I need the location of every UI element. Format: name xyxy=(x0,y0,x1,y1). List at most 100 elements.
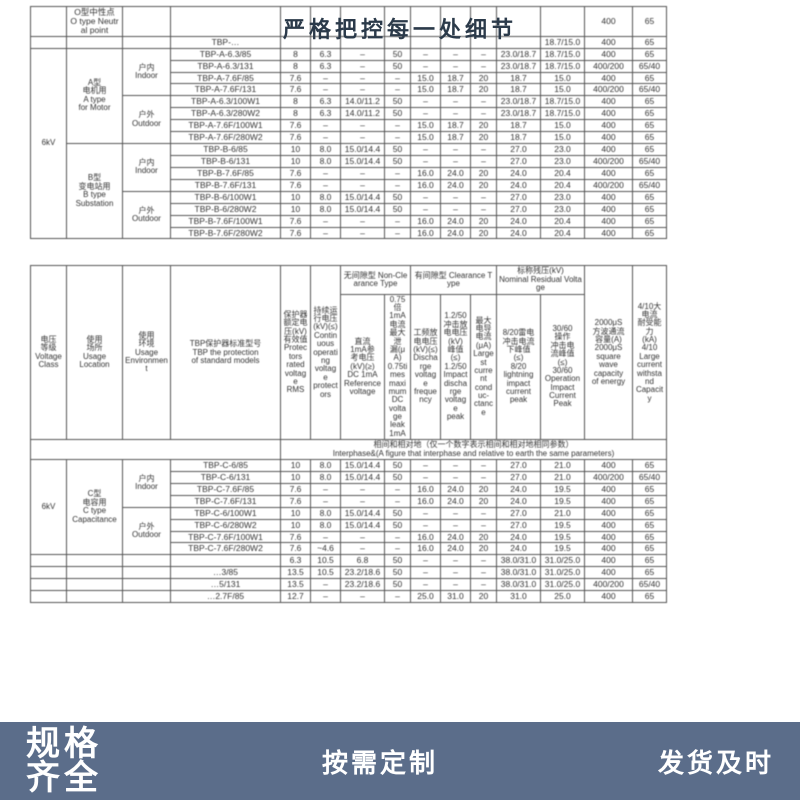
cell xyxy=(67,579,123,591)
cell: 50 xyxy=(385,519,411,531)
cell: 65 xyxy=(633,531,667,543)
cell: 7.6 xyxy=(281,132,311,144)
cell: 15.0/14.4 xyxy=(341,191,385,203)
cell: 65/40 xyxy=(633,471,667,483)
cell: TBP-A-7.6F/280W2 xyxy=(171,132,281,144)
table-row: 6kVA型 电机用 A type for Motor户内 IndoorTBP-A… xyxy=(31,48,667,60)
cell: – xyxy=(441,507,471,519)
cell: 7.6 xyxy=(281,120,311,132)
cell: – xyxy=(341,531,385,543)
cell: 400 xyxy=(585,191,633,203)
cell: – xyxy=(311,531,341,543)
cell: 24.0 xyxy=(441,543,471,555)
cell: 户外 Outdoor xyxy=(123,191,171,239)
cell: 工频放 电电压 (kV)(≤) Discharge voltage freque… xyxy=(411,294,441,440)
cell: 18.7/15.0 xyxy=(541,48,585,60)
cell: TBP-C-6/100W1 xyxy=(171,507,281,519)
cell: 20 xyxy=(471,167,497,179)
cell: 1.2/50 冲击放 电电压 (kV) 峰值(≤) 1.2/50 Impact … xyxy=(441,294,471,440)
cell: 8.0 xyxy=(311,519,341,531)
cell: 23.0 xyxy=(541,144,585,156)
cell: 24.0 xyxy=(497,543,541,555)
cell: 使用 场所 Usage Location xyxy=(67,266,123,440)
cell: – xyxy=(471,579,497,591)
cell: 50 xyxy=(385,460,411,472)
cell: – xyxy=(441,96,471,108)
cell: 20.4 xyxy=(541,179,585,191)
table-row: 相间和相对地（仅一个数字表示相间和相对地相同参数） Interphase&(A … xyxy=(31,440,667,460)
cell: 31.0 xyxy=(497,591,541,603)
cell: 直流 1mA参 考电压 (kV)(≥) DC 1mA Reference vol… xyxy=(341,294,385,440)
cell: – xyxy=(471,555,497,567)
cell: 户内 Indoor xyxy=(123,460,171,508)
cell: – xyxy=(341,60,385,72)
cell: – xyxy=(385,591,411,603)
cell: 25.0 xyxy=(541,591,585,603)
cell: – xyxy=(441,567,471,579)
cell: 20 xyxy=(471,543,497,555)
cell: 50 xyxy=(385,144,411,156)
cell: – xyxy=(441,48,471,60)
cell: 24.0 xyxy=(441,215,471,227)
cell: 400 xyxy=(585,227,633,239)
cell: – xyxy=(411,579,441,591)
table-row: 6kVC型 电容用 C type Capacitance户内 IndoorTBP… xyxy=(31,460,667,472)
cell: 15.0/14.4 xyxy=(341,507,385,519)
cell: 65 xyxy=(633,96,667,108)
cell: 23.0/18.7 xyxy=(497,108,541,120)
cell: – xyxy=(471,507,497,519)
cell: 18.7 xyxy=(497,84,541,96)
cell: – xyxy=(341,215,385,227)
cell: – xyxy=(311,132,341,144)
cell: 无间隙型 Non-Clearance Type xyxy=(341,266,411,294)
cell: 50 xyxy=(385,96,411,108)
cell: 10 xyxy=(281,519,311,531)
cell: 电压 等级 Voltage Class xyxy=(31,266,67,440)
cell: 65 xyxy=(633,555,667,567)
cell: – xyxy=(411,48,441,60)
cell: 24.0 xyxy=(497,531,541,543)
cell: 标称残压(kV) Nominal Residual Voltage xyxy=(497,266,585,294)
cell: TBP-B-7.6F/131 xyxy=(171,179,281,191)
cell: 7.6 xyxy=(281,543,311,555)
cell: – xyxy=(411,60,441,72)
table-row: 电压 等级 Voltage Class使用 场所 Usage Location使… xyxy=(31,266,667,294)
cell: – xyxy=(441,108,471,120)
cell: – xyxy=(441,144,471,156)
cell: 400 xyxy=(585,203,633,215)
cell xyxy=(67,567,123,579)
cell: TBP-A-7.6F/100W1 xyxy=(171,120,281,132)
cell: 10 xyxy=(281,203,311,215)
cell: – xyxy=(341,84,385,96)
cell: TBP-C-6/280W2 xyxy=(171,519,281,531)
cell: – xyxy=(311,167,341,179)
cell: 18.7 xyxy=(441,72,471,84)
cell: 6kV xyxy=(31,48,67,239)
cell: – xyxy=(341,179,385,191)
cell: 20 xyxy=(471,227,497,239)
cell: 10 xyxy=(281,460,311,472)
cell: 24.0 xyxy=(497,167,541,179)
cell: 15.0 xyxy=(411,132,441,144)
cell: – xyxy=(385,227,411,239)
footer-left: 规格 齐全 xyxy=(26,727,102,795)
cell: 19.5 xyxy=(541,543,585,555)
cell: 18.7 xyxy=(441,120,471,132)
cell: – xyxy=(311,591,341,603)
cell: 400/200 xyxy=(585,84,633,96)
cell xyxy=(123,591,171,603)
cell: 15.0/14.4 xyxy=(341,471,385,483)
cell: 400 xyxy=(585,48,633,60)
cell: 15.0 xyxy=(411,120,441,132)
cell: – xyxy=(471,519,497,531)
cell: 400 xyxy=(585,96,633,108)
cell: 8.0 xyxy=(311,471,341,483)
cell: – xyxy=(471,48,497,60)
cell: 15.0 xyxy=(541,132,585,144)
cell: 400 xyxy=(585,215,633,227)
cell: 15.0/14.4 xyxy=(341,519,385,531)
cell: 10.5 xyxy=(311,567,341,579)
cell: 38.0/31.0 xyxy=(497,579,541,591)
cell: 8.0 xyxy=(311,155,341,167)
cell: 24.0 xyxy=(441,179,471,191)
